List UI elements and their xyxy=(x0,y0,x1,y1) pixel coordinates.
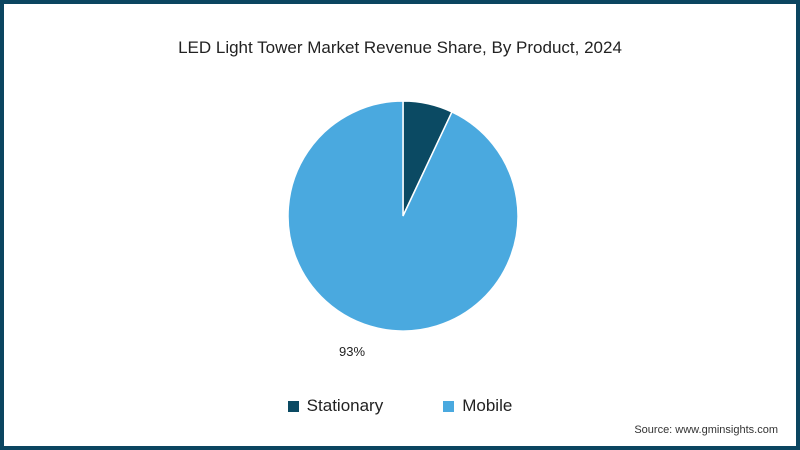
legend-label-stationary: Stationary xyxy=(306,396,384,415)
legend: Stationary Mobile xyxy=(4,396,796,416)
stationary-swatch-icon xyxy=(287,400,299,412)
chart-title: LED Light Tower Market Revenue Share, By… xyxy=(178,38,622,57)
pie-slice-mobile xyxy=(287,100,519,332)
legend-item-stationary: Stationary xyxy=(287,396,384,416)
legend-label-mobile: Mobile xyxy=(462,396,513,415)
legend-item-mobile: Mobile xyxy=(443,396,512,416)
mobile-percent-label: 93% xyxy=(339,344,366,359)
source-note: Source: www.gminsights.com xyxy=(634,424,778,436)
pie-chart xyxy=(287,100,519,332)
mobile-swatch-icon xyxy=(443,400,455,412)
